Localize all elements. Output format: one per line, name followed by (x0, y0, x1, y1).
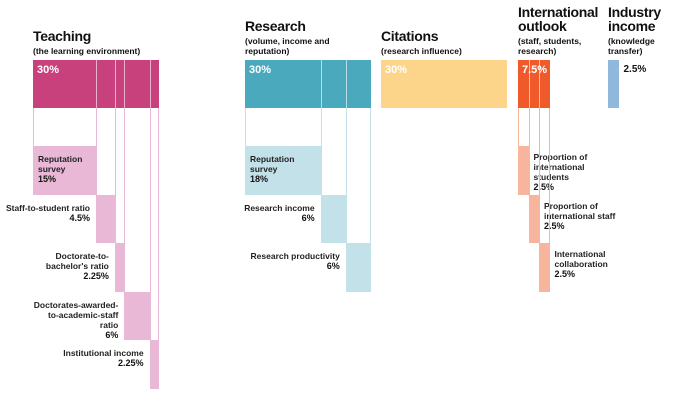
metric-label-group: Reputation survey 15% (38, 154, 93, 185)
pillar-bar (518, 60, 550, 108)
pillar-bar (245, 60, 371, 108)
pillar-subtitle: (staff, students, research) (518, 36, 582, 56)
metric-label-group: Proportion of international students 2.5% (534, 152, 606, 193)
metric-bar (528, 194, 539, 244)
metric-weight: 18% (250, 174, 269, 184)
metric-weight: 2.5% (533, 182, 555, 192)
metric-label: Doctorate-to-bachelor's ratio (45, 251, 109, 272)
pillar-title: International outlook (518, 4, 599, 34)
divider (124, 60, 126, 108)
pillar-header: Industry income (knowledge transfer) (608, 5, 680, 56)
metric-weight: 2.5% (544, 220, 565, 231)
metric-bar (33, 146, 96, 195)
metric-label: Reputation survey (250, 154, 295, 174)
connector (518, 108, 519, 146)
metric-weight: 6% (326, 261, 340, 272)
pillar-bar (381, 60, 507, 108)
connector (370, 108, 371, 244)
connector (539, 108, 540, 244)
metric-label: Research productivity (250, 251, 340, 262)
pillar-weight: 7.5% (522, 64, 548, 76)
divider (320, 60, 322, 108)
pillar-header: Citations (research influence) (381, 29, 501, 56)
connector (320, 108, 322, 195)
pillar-header: International outlook (staff, students, r… (518, 5, 608, 56)
connector (114, 108, 116, 244)
metric-label-group: Doctorate-to-bachelor's ratio 2.25% (19, 251, 109, 282)
pillar-subtitle: (research influence) (381, 46, 462, 56)
divider (114, 60, 116, 108)
pillar-header: Research (volume, income and reputation) (245, 19, 375, 56)
connector (345, 108, 347, 244)
connector (96, 108, 97, 195)
pillar-subtitle: (volume, income and reputation) (245, 36, 330, 56)
metric-bar (320, 194, 346, 244)
metric-label: Proportion of international students (533, 152, 588, 182)
metric-bar (149, 340, 159, 389)
pillar-subtitle: (the learning environment) (33, 46, 141, 56)
metric-bar (245, 146, 321, 195)
pillar-subtitle: (knowledge transfer) (608, 36, 655, 56)
connector (124, 108, 126, 292)
connector (528, 108, 530, 195)
connector (158, 108, 159, 341)
connector (33, 108, 34, 146)
connector (245, 108, 246, 146)
metric-label-group: Reputation survey 18% (250, 154, 318, 185)
metric-label: Research income (244, 202, 315, 213)
divider (528, 60, 530, 108)
pillar-header: Teaching (the learning environment) (33, 29, 233, 56)
pillar-title: Research (245, 18, 306, 34)
metric-label: Reputation survey (38, 154, 83, 174)
metric-weight: 2.5% (554, 269, 576, 280)
divider (539, 60, 540, 108)
metric-bar (96, 194, 115, 244)
metric-weight: 6% (301, 212, 315, 223)
metric-label-group: Institutional income 2.25% (54, 348, 144, 369)
metric-weight: 2.25% (83, 271, 109, 282)
pillar-bar (608, 60, 619, 108)
metric-label: Doctorates-awarded-to-academic-staff rat… (33, 299, 119, 330)
pillar-weight: 30% (37, 64, 60, 76)
metric-bar (539, 243, 550, 292)
pillar-title: Citations (381, 28, 439, 44)
pillar-weight: 2.5% (623, 64, 647, 75)
metric-label-group: Doctorates-awarded-to-academic-staff rat… (28, 299, 119, 341)
metric-label: Institutional income (63, 348, 144, 359)
metric-label: International collaboration (554, 249, 608, 270)
divider (149, 60, 151, 108)
metric-label-group: Research income 6% (225, 202, 315, 224)
pillar-weight: 30% (249, 64, 272, 76)
metric-weight: 15% (38, 174, 57, 184)
metric-weight: 6% (105, 329, 119, 340)
metric-label-group: Proportion of international staff 2.5% (544, 201, 616, 232)
metric-label-group: Research productivity 6% (250, 251, 340, 272)
metric-weight: 4.5% (69, 212, 90, 223)
pillar-title: Industry income (608, 4, 661, 34)
metric-label: Proportion of international staff (544, 200, 616, 221)
metric-bar (345, 243, 371, 292)
pillar-weight: 30% (385, 64, 408, 76)
pillar-title: Teaching (33, 28, 92, 44)
metric-label: Staff-to-student ratio (5, 202, 90, 213)
connector (149, 108, 151, 341)
metric-bar (114, 243, 125, 292)
metric-bar (518, 146, 529, 195)
connector (548, 108, 550, 244)
divider (345, 60, 347, 108)
metric-label-group: Staff-to-student ratio 4.5% (0, 203, 90, 224)
divider (96, 60, 97, 108)
metric-bar (124, 291, 150, 341)
metric-weight: 2.25% (118, 358, 144, 369)
metric-label-group: International collaboration 2.5% (555, 249, 627, 280)
